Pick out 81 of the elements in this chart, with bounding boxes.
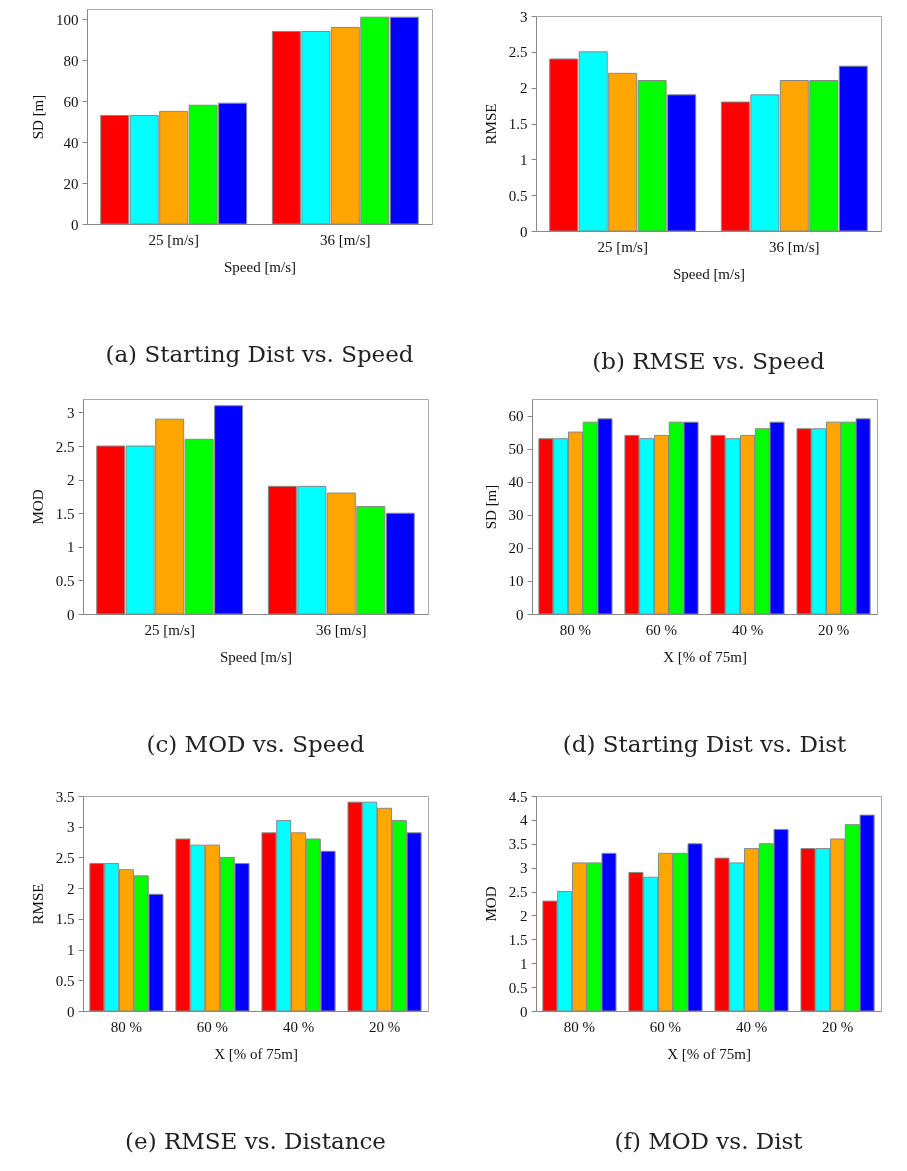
y-tick-label: 20 [63,175,79,192]
text: (f) MOD vs. Dist [614,1128,804,1154]
y-tick-label: 0.5 [55,972,75,989]
y-tick-label: 0 [67,606,75,623]
y-tick-label: 1.5 [55,911,75,928]
x-tick-label: 40 % [731,621,764,638]
text: (a) Starting Dist vs. Speed [105,341,414,367]
y-tick-label: 2.5 [508,44,528,61]
y-tick-label: 1.5 [508,931,528,948]
x-tick-label: 36 [m/s] [320,231,371,248]
x-tick-label: 60 % [196,1018,229,1035]
y-tick-label: 0 [71,216,79,233]
y-tick-label: 4 [520,812,528,829]
y-tick-label: 2.5 [55,438,75,455]
y-tick-label: 3.5 [55,788,75,805]
y-axis-title: RMSE [482,103,499,145]
x-axis-title: X [% of 75m] [214,1045,298,1062]
text: (d) Starting Dist vs. Dist [562,731,848,757]
y-tick-label: 2.5 [508,884,528,901]
y-tick-label: 3 [520,8,528,25]
y-tick-label: 1.5 [55,505,75,522]
x-tick-label: 80 % [110,1018,143,1035]
x-tick-label: 40 % [282,1018,315,1035]
x-tick-label: 25 [m/s] [148,231,199,248]
x-tick-label: 25 [m/s] [144,621,195,638]
x-axis-title: X [% of 75m] [663,648,747,665]
y-tick-label: 1 [67,539,75,556]
y-tick-label: 0 [520,223,528,240]
y-tick-label: 4.5 [508,788,528,805]
y-tick-label: 0 [516,606,524,623]
y-tick-label: 1 [67,942,75,959]
x-tick-label: 20 % [821,1018,854,1035]
x-tick-label: 36 [m/s] [316,621,367,638]
y-tick-label: 3.5 [508,836,528,853]
y-tick-label: 20 [508,540,524,557]
x-tick-label: 80 % [559,621,592,638]
y-axis-title: MOD [482,886,499,922]
y-axis-title: SD [m] [482,484,499,530]
x-tick-label: 20 % [817,621,850,638]
y-tick-label: 3 [67,819,75,836]
y-tick-label: 10 [508,573,524,590]
y-tick-label: 3 [67,404,75,421]
y-tick-label: 100 [56,11,79,28]
x-axis-title: X [% of 75m] [667,1045,751,1062]
x-tick-label: 40 % [735,1018,768,1035]
x-tick-label: 36 [m/s] [769,238,820,255]
text: (b) RMSE vs. Speed [592,348,826,374]
x-tick-label: 25 [m/s] [597,238,648,255]
y-tick-label: 1 [520,955,528,972]
y-tick-label: 30 [508,507,524,524]
y-tick-label: 2 [67,472,75,489]
y-axis-title: MOD [29,489,46,525]
y-tick-label: 2 [520,907,528,924]
y-tick-label: 40 [508,474,524,491]
y-tick-label: 0.5 [508,979,528,996]
x-tick-label: 20 % [368,1018,401,1035]
y-tick-label: 60 [508,408,524,425]
x-axis-title: Speed [m/s] [672,265,746,282]
text: (e) RMSE vs. Distance [125,1128,386,1154]
x-tick-label: 60 % [649,1018,682,1035]
x-tick-label: 60 % [645,621,678,638]
y-tick-label: 80 [63,52,79,69]
y-tick-label: 40 [63,134,79,151]
y-axis-title: RMSE [29,883,46,925]
y-axis-title: SD [m] [30,94,46,140]
y-tick-label: 50 [508,441,524,458]
y-tick-label: 0 [520,1003,528,1020]
y-tick-label: 0 [67,1003,75,1020]
x-axis-title: Speed [m/s] [219,648,293,665]
text: (c) MOD vs. Speed [146,731,365,757]
x-axis-title: Speed [m/s] [223,258,297,275]
y-tick-label: 0.5 [508,187,528,204]
y-tick-label: 2.5 [55,849,75,866]
y-tick-label: 1.5 [508,116,528,132]
y-tick-label: 60 [63,93,79,110]
y-tick-label: 0.5 [55,572,75,589]
y-tick-label: 2 [67,880,75,897]
y-tick-label: 2 [520,80,528,97]
y-tick-label: 1 [520,151,528,168]
y-tick-label: 3 [520,860,528,877]
x-tick-label: 80 % [563,1018,596,1035]
